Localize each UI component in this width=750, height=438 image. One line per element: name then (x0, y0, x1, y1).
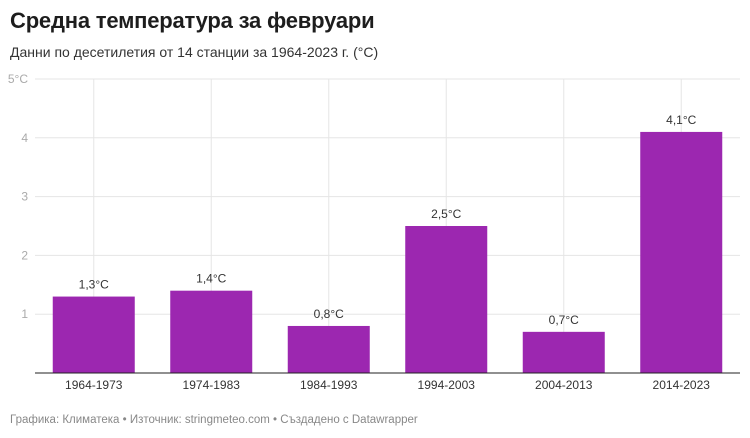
bar (52, 296, 135, 373)
bar (405, 226, 488, 373)
y-tick-label: 1 (21, 307, 28, 321)
x-tick-label: 1974-1983 (183, 378, 241, 392)
chart-subtitle: Данни по десетилетия от 14 станции за 19… (10, 44, 379, 60)
data-label: 2,5°C (431, 207, 461, 221)
data-label: 4,1°C (666, 113, 696, 127)
y-tick-label: 4 (21, 131, 28, 145)
data-label: 0,8°C (314, 307, 344, 321)
x-tick-label: 1994-2003 (418, 378, 476, 392)
bar (640, 131, 723, 373)
bar (522, 331, 605, 373)
y-tick-label: 3 (21, 190, 28, 204)
data-label: 0,7°C (549, 313, 579, 327)
y-tick-label: 2 (21, 248, 28, 262)
x-tick-label: 1964-1973 (65, 378, 123, 392)
y-tick-label: 5°C (8, 72, 28, 86)
bar (287, 325, 370, 373)
data-label: 1,3°C (79, 278, 109, 292)
x-tick-label: 2014-2023 (653, 378, 711, 392)
bar (170, 290, 253, 373)
x-tick-label: 2004-2013 (535, 378, 593, 392)
x-tick-label: 1984-1993 (300, 378, 358, 392)
chart-title: Средна температура за февруари (10, 8, 375, 33)
data-label: 1,4°C (196, 272, 226, 286)
chart-footer: Графика: Климатека • Източник: stringmet… (10, 414, 418, 426)
